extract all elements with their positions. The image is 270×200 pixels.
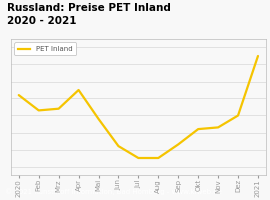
Text: © 2021 Kunststoff Information, Bad Homburg - www.kiweb.de: © 2021 Kunststoff Information, Bad Hombu… xyxy=(5,188,222,195)
Text: Russland: Preise PET Inland
2020 - 2021: Russland: Preise PET Inland 2020 - 2021 xyxy=(7,3,171,26)
Legend: PET Inland: PET Inland xyxy=(14,42,76,55)
